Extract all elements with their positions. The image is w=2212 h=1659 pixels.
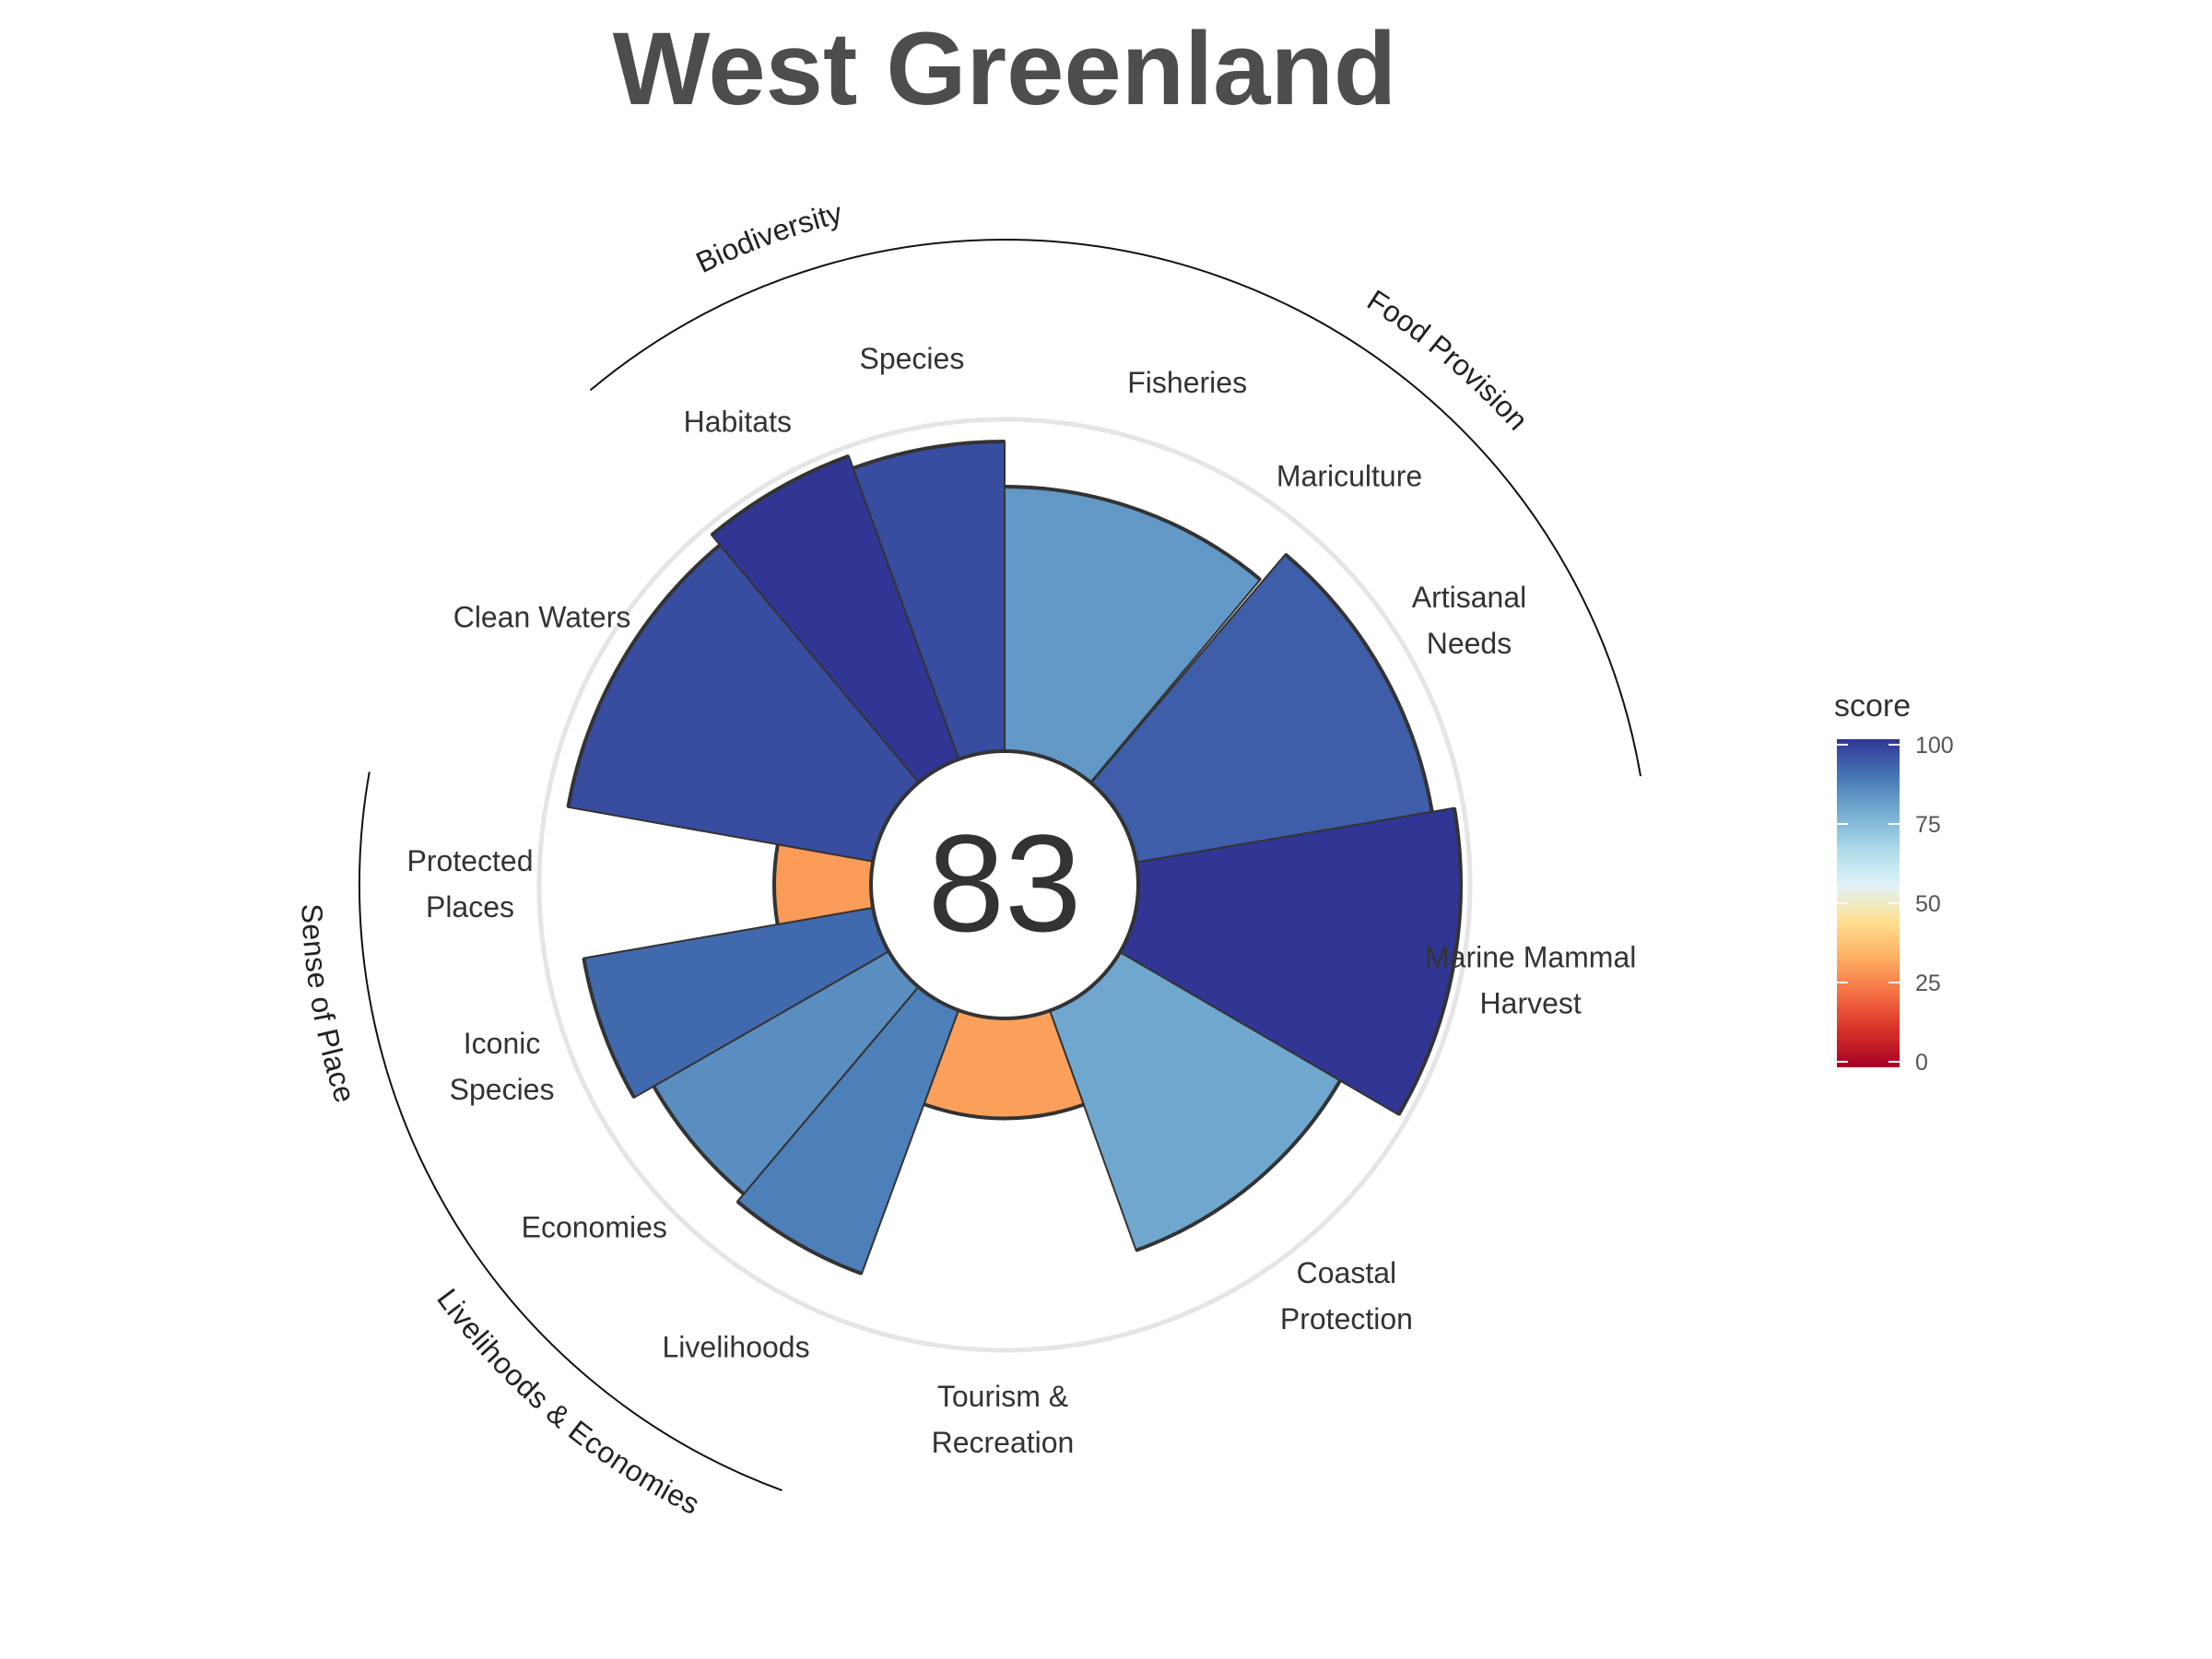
group-label-sense-of-place: Sense of Place: [295, 903, 362, 1107]
goal-label-species: Species: [859, 342, 964, 375]
goal-label-line: Iconic: [464, 1027, 541, 1060]
legend-tick-label: 75: [1915, 812, 1941, 838]
goal-label-line: Harvest: [1480, 987, 1582, 1020]
goal-label-line: Clean Waters: [453, 600, 631, 633]
goal-label-protected-places: Protected Places: [407, 844, 534, 924]
petal-rim-species: [852, 440, 1006, 470]
petal-layer: [566, 440, 1463, 1276]
group-label-livelihoods-and-economies: Livelihoods & Economies: [430, 1283, 705, 1522]
outer-ring-arc-marine-mammal-harvest: [1405, 806, 1473, 1121]
group-arc-biodiversity: [589, 239, 1006, 392]
goal-label-line: Mariculture: [1277, 460, 1422, 493]
legend-ticks: 100 75 50 25 0: [1837, 733, 1954, 1076]
outer-ring-arc-mariculture: [1301, 525, 1308, 533]
goal-label-line: Marine Mammal: [1425, 941, 1636, 974]
outer-ring-arc-tourism-and-recreation: [842, 1319, 1163, 1353]
legend-tick-label: 50: [1915, 891, 1941, 917]
outer-ring-arc-economies: [598, 1115, 706, 1242]
goal-label-economies: Economies: [522, 1211, 667, 1244]
center-circle: [869, 749, 1140, 1020]
group-arc-livelihoods-and-economies: [444, 1206, 782, 1491]
outer-ring-arc-clean-waters: [544, 525, 708, 804]
petal-rim-marine-mammal-harvest: [1396, 807, 1463, 1116]
goal-label-line: Economies: [522, 1211, 667, 1244]
outer-ring-layer: [536, 417, 1473, 1353]
outer-ring-arc-protected-places: [536, 803, 549, 966]
chart-title: West Greenland: [612, 11, 1397, 126]
outer-ring-arc-coastal-protection: [1161, 1118, 1409, 1325]
outer-ring-arc-species: [844, 417, 1006, 450]
goal-label-layer: Fisheries Mariculture Artisanal Needs Marine…: [407, 342, 1637, 1459]
petal-rim-tourism-and-recreation: [923, 1102, 1085, 1121]
outer-ring-arc-habitats: [704, 445, 847, 530]
goal-label-line: Habitats: [684, 406, 792, 439]
goal-label-line: Species: [859, 342, 964, 375]
color-legend: score 100 75 50 25 0: [1834, 688, 1954, 1076]
goal-label-iconic-species: Iconic Species: [450, 1027, 555, 1106]
goal-label-coastal-protection: Coastal Protection: [1280, 1256, 1413, 1335]
legend-tick-label: 25: [1915, 971, 1941, 996]
goal-label-line: Artisanal: [1412, 581, 1527, 614]
goal-label-livelihoods: Livelihoods: [662, 1330, 809, 1363]
petal-rim-artisanal-needs: [1284, 552, 1434, 813]
group-label-text: Sense of Place: [295, 903, 362, 1107]
legend-tick-label: 0: [1915, 1050, 1928, 1076]
petal-rim-iconic-species: [582, 958, 636, 1099]
goal-label-line: Tourism &: [937, 1380, 1068, 1413]
goal-label-line: Needs: [1427, 627, 1512, 660]
outer-ring-arc-artisanal-needs: [1304, 528, 1466, 807]
goal-label-line: Protection: [1280, 1302, 1413, 1335]
goal-label-habitats: Habitats: [684, 406, 792, 439]
petal-rim-protected-places: [772, 843, 780, 925]
legend-title: score: [1834, 688, 1911, 724]
goal-label-fisheries: Fisheries: [1127, 366, 1247, 399]
petal-rim-coastal-protection: [1135, 1079, 1342, 1253]
group-label-text: Livelihoods & Economies: [430, 1283, 705, 1522]
goal-label-marine-mammal-harvest: Marine Mammal Harvest: [1425, 941, 1636, 1020]
goal-label-line: Fisheries: [1127, 366, 1247, 399]
goal-label-line: Livelihoods: [662, 1330, 809, 1363]
outer-ring-arc-iconic-species: [544, 964, 604, 1118]
petal-rim-clean-waters: [566, 543, 722, 808]
outer-ring-arc-fisheries: [1004, 417, 1305, 530]
legend-tick-label: 100: [1915, 733, 1954, 759]
goal-label-line: Species: [450, 1073, 555, 1106]
petal-rim-habitats: [710, 453, 850, 537]
goal-label-line: Protected: [407, 844, 534, 877]
petal-rim-economies: [652, 1085, 746, 1196]
group-arc-food-provision: [1004, 239, 1641, 777]
group-arc-sense-of-place: [359, 771, 446, 1207]
goal-label-line: Recreation: [932, 1426, 1075, 1459]
goal-label-tourism-and-recreation: Tourism & Recreation: [932, 1380, 1075, 1459]
group-label-food-provision: Food Provision: [1361, 283, 1535, 436]
goal-label-mariculture: Mariculture: [1277, 460, 1422, 493]
goal-label-line: Places: [426, 890, 514, 924]
outer-ring-arc-livelihoods: [702, 1239, 845, 1324]
group-label-text: Food Provision: [1361, 283, 1535, 436]
goal-label-clean-waters: Clean Waters: [453, 600, 631, 633]
center-score-group: 83: [869, 749, 1140, 1020]
petal-rim-livelihoods: [735, 1200, 863, 1276]
goal-label-line: Coastal: [1297, 1256, 1397, 1289]
goal-label-artisanal-needs: Artisanal Needs: [1412, 581, 1527, 660]
petal-rim-fisheries: [1004, 485, 1262, 582]
center-score: 83: [928, 806, 1082, 960]
